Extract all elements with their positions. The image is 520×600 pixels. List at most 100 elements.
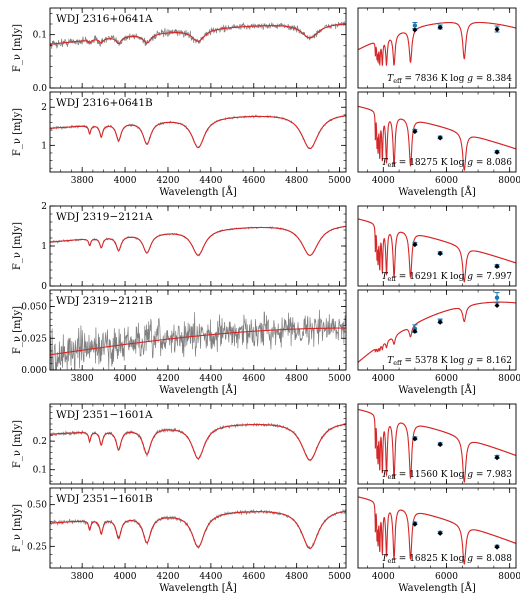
sed-1b-xtick-label: 4000 (372, 374, 395, 384)
spectrum-1b-panel: 3800 4000 4200 4400 4600 4800 5000 0.000 0.025 0.… (12, 289, 351, 384)
sed-0a-parameters: Teff = 7836 K log g = 8.384 (387, 74, 512, 85)
sed-2b-xtick-label: 6000 (435, 572, 458, 582)
sed-1a-model-line (358, 218, 516, 283)
spectrum-0b-xtick-label: 4600 (242, 176, 265, 186)
spectrum-2b-xtick-label: 4400 (199, 572, 222, 582)
sed-1b-panel: 4000 6000 8000 Teff = 5378 K log g = 8.162 (357, 289, 520, 384)
sed-2b-xtick-label: 4000 (372, 572, 395, 582)
sed-1b-xtick-label: 6000 (435, 374, 458, 384)
sed-1a-parameters: Teff = 16291 K log g = 7.997 (381, 272, 512, 283)
spectrum-0b-frame (49, 91, 347, 173)
spectrum-2a-frame (49, 403, 347, 485)
sed-0b-plot-area (358, 105, 516, 171)
sed-0b-synthetic-point (437, 135, 443, 141)
spectrum-0b-plot-area (50, 114, 346, 150)
sed-0b-frame (357, 91, 517, 173)
spectrum-0b-xtick-label: 4200 (157, 176, 180, 186)
spectrum-2b-xtick-label: 5000 (328, 572, 351, 582)
sed-2a-frame (357, 403, 517, 485)
spectrum-1b-xtick-label: 4000 (114, 374, 137, 384)
sed-2b-synthetic-point (494, 544, 500, 550)
spectrum-1b-xtick-label: 4200 (157, 374, 180, 384)
spectrum-2b-xtick-label: 4800 (285, 572, 308, 582)
spectrum-1b-plot-area (50, 309, 346, 370)
spectrum-2a-title: WDJ 2351−1601A (56, 409, 153, 421)
sed-0b-xtick-label: 8000 (498, 176, 520, 186)
spectrum-0b-xtick-label: 4800 (285, 176, 308, 186)
sed-2a-plot-area (358, 408, 516, 483)
sed-0b-xtick-label: 6000 (435, 176, 458, 186)
spectrum-0a-frame (49, 7, 347, 89)
sed-0b-parameters: Teff = 18275 K log g = 8.086 (381, 158, 512, 169)
sed-xlabel: Wavelength [Å] (398, 582, 476, 594)
sed-0a-plot-area (358, 21, 516, 67)
spectrum-0a-panel: 0.0 0.1 WDJ 2316+0641A F_ν [mJy] (12, 7, 347, 94)
spectrum-1b-frame (49, 289, 347, 371)
sed-0a-model-line (358, 21, 516, 67)
sed-1a-plot-area (358, 218, 516, 283)
spectrum-1b-ytick-label: 0.050 (21, 303, 47, 313)
spectrum-0b-xtick-label: 4000 (114, 176, 137, 186)
sed-2a-synthetic-point (494, 455, 500, 461)
spectrum-1b-ylabel: F_ν [mJy] (12, 306, 23, 354)
spectrum-1b-ytick-label: 0.000 (21, 366, 47, 376)
spectrum-1a-panel: 0 1 2 WDJ 2319−2121A F_ν [mJy] (12, 202, 347, 292)
sed-0a-synthetic-point (412, 27, 418, 33)
spectrum-1a-model-line (50, 225, 346, 256)
spectrum-0b-panel: 3800 4000 4200 4400 4600 4800 5000 1 2 WDJ 2316+0… (12, 91, 351, 186)
sed-1a-frame (357, 205, 517, 287)
spectrum-xlabel: Wavelength [Å] (159, 582, 237, 594)
sed-0b-xtick-label: 4000 (372, 176, 395, 186)
spectrum-0b-ytick-label: 2 (41, 103, 47, 113)
spectrum-2b-xtick-label: 4600 (242, 572, 265, 582)
spectrum-0a-ytick-label: 0.1 (33, 31, 47, 41)
spectrum-1b-title: WDJ 2319−2121B (56, 295, 153, 307)
spectrum-2a-ytick-label: 0.2 (33, 437, 47, 447)
spectrum-1b-ytick-label: 0.025 (21, 334, 47, 344)
sed-1a-panel: Teff = 16291 K log g = 7.997 (357, 205, 517, 287)
sed-1b-observed-point (494, 295, 500, 300)
spectrum-1b-xtick-label: 5000 (328, 374, 351, 384)
spectrum-0a-title: WDJ 2316+0641A (56, 13, 153, 25)
sed-2a-parameters: Teff = 11560 K log g = 7.983 (381, 470, 512, 481)
sed-0a-synthetic-point (494, 26, 500, 33)
sed-1b-observed-point (412, 326, 418, 331)
sed-0a-frame (357, 7, 517, 89)
spectrum-1b-model-line (50, 327, 346, 356)
sed-2b-xtick-label: 8000 (498, 572, 520, 582)
sed-0a-panel: Teff = 7836 K log g = 8.384 (357, 7, 517, 89)
spectrum-2b-xtick-label: 3800 (71, 572, 94, 582)
sed-2b-plot-area (358, 496, 516, 565)
spectrum-0b-ylabel: F_ν [mJy] (12, 108, 23, 156)
sed-2b-parameters: Teff = 16825 K log g = 8.088 (381, 554, 512, 565)
sed-2a-synthetic-point (437, 442, 443, 448)
spectrum-1a-ytick-label: 0 (41, 282, 47, 292)
sed-2b-frame (357, 487, 517, 569)
spectrum-2b-ylabel: F_ν [mJy] (12, 504, 23, 552)
sed-0a-observed-point (412, 23, 418, 28)
spectrum-2a-plot-area (50, 422, 346, 462)
sed-2b-panel: 4000 6000 8000 Teff = 16825 K log g = 8.088 (357, 487, 520, 582)
spectrum-0a-ytick-label: 0.0 (33, 84, 48, 94)
spectrum-0b-xtick-label: 4400 (199, 176, 222, 186)
sed-1b-frame (357, 289, 517, 371)
sed-1b-plot-area (358, 292, 516, 363)
spectrum-2a-panel: 0.1 0.2 WDJ 2351−1601A F_ν [mJy] (12, 403, 347, 485)
sed-0a-synthetic-point (437, 24, 443, 31)
spectrum-1a-ytick-label: 2 (41, 202, 47, 212)
spectrum-1b-xtick-label: 4800 (285, 374, 308, 384)
spectrum-1a-observed-line (50, 225, 346, 257)
spectrum-1a-ylabel: F_ν [mJy] (12, 222, 23, 270)
sed-xlabel: Wavelength [Å] (398, 384, 476, 396)
spectrum-2b-xtick-label: 4000 (114, 572, 137, 582)
sed-1b-synthetic-point (412, 328, 418, 334)
spectrum-0b-ytick-label: 1 (41, 141, 47, 151)
spectrum-2b-observed-line (50, 508, 346, 550)
sed-2a-synthetic-point (412, 436, 418, 442)
spectrum-0b-xtick-label: 5000 (328, 176, 351, 186)
spectrum-1a-ytick-label: 1 (41, 242, 47, 252)
sed-2a-model-line (358, 408, 516, 483)
spectrum-2b-plot-area (50, 508, 346, 550)
spectrum-0b-title: WDJ 2316+0641B (56, 97, 153, 109)
sed-0b-model-line (358, 105, 516, 171)
